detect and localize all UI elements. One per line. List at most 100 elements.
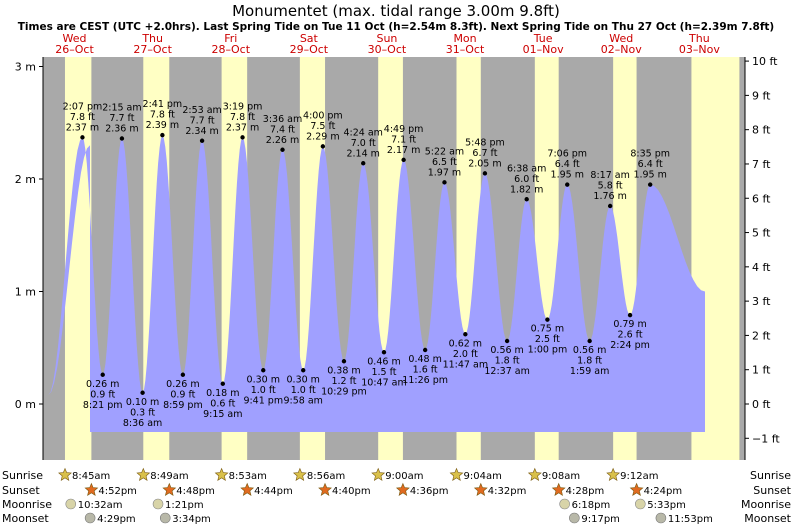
high-tide-label: 7.7 ft: [190, 115, 215, 126]
right-tick-label: −1 ft: [752, 432, 780, 445]
high-tide-label: 6:38 am: [507, 163, 546, 174]
right-tick-label: 9 ft: [752, 89, 771, 102]
low-tide-label: 0.46 m: [367, 356, 400, 367]
sunrise-icon: [214, 467, 229, 481]
sunset-time: 4:24pm: [644, 486, 683, 497]
moonset-row-label-right: Moonset: [744, 512, 791, 525]
high-tide-point: [361, 161, 366, 166]
high-tide-label: 2.26 m: [266, 135, 299, 146]
tide-curve: [48, 135, 705, 432]
high-tide-label: 6.4 ft: [555, 159, 580, 170]
sunset-time: 4:28pm: [566, 486, 605, 497]
sunset-icon: [162, 482, 177, 496]
day-name: Wed: [63, 32, 87, 45]
right-tick-label: 7 ft: [752, 158, 771, 171]
high-tide-point: [607, 203, 613, 209]
low-tide-label: 9:41 pm: [243, 395, 283, 406]
high-tide-point: [482, 171, 488, 176]
low-tide-point: [545, 317, 550, 322]
low-tide-label: 1:00 pm: [528, 345, 568, 356]
sunrise-time: 8:45am: [72, 471, 110, 482]
sunset-time: 4:52pm: [98, 486, 137, 497]
axes: 0 m 1 m 2 m 3 m −1 ft 0 ft 1 ft 2 ft 3 ft 4 ft 5 f…: [15, 55, 780, 460]
right-tick-label: 6 ft: [752, 192, 771, 205]
sunrise-icon: [606, 467, 621, 481]
right-tick-label: 3 ft: [752, 295, 771, 308]
right-tick-label: 5 ft: [752, 227, 771, 240]
right-tick-label: 10 ft: [752, 55, 778, 68]
sunrise-time: 8:56am: [307, 471, 345, 482]
low-tide-label: 2.0 ft: [453, 349, 478, 360]
low-tide-point: [100, 372, 105, 377]
high-tide-point: [80, 135, 85, 140]
low-tide-point: [381, 350, 387, 355]
left-tick-label: 0 m: [15, 398, 36, 411]
low-tide-label: 1.5 ft: [371, 367, 396, 378]
sunrise-icon: [292, 467, 307, 481]
high-tide-label: 2.37 m: [66, 122, 99, 133]
high-tide-label: 5.8 ft: [598, 181, 623, 192]
sunset-icon: [629, 482, 644, 496]
sunrise-time: 9:04am: [464, 471, 502, 482]
high-tide-label: 2.29 m: [306, 131, 339, 142]
moonset-time: 11:53pm: [668, 514, 713, 525]
low-tide-point: [180, 372, 186, 377]
right-tick-label: 0 ft: [752, 398, 771, 411]
moonrise-icon: [65, 498, 77, 510]
low-tide-label: 0.56 m: [490, 345, 523, 356]
high-tide-point: [160, 132, 165, 138]
high-tide-label: 7.8 ft: [230, 112, 255, 123]
low-tide-label: 0.9 ft: [170, 389, 195, 400]
low-tide-label: 0.9 ft: [90, 389, 115, 400]
left-tick-label: 1 m: [15, 286, 36, 299]
high-tide-label: 6.7 ft: [472, 148, 497, 159]
low-tide-label: 8:59 pm: [163, 400, 203, 411]
high-tide-label: 1.95 m: [633, 170, 666, 181]
high-tide-label: 6.4 ft: [638, 159, 663, 170]
day-date: 02–Nov: [601, 43, 642, 56]
sunrise-time: 9:00am: [385, 471, 423, 482]
moonrise-time: 1:21pm: [165, 500, 204, 511]
high-tide-point: [240, 135, 245, 140]
high-tide-label: 5:22 am: [425, 146, 464, 157]
low-tide-point: [301, 368, 306, 373]
high-tide-point: [442, 180, 447, 185]
day-headers: Wed26–OctThu27–OctFri28–OctSat29–OctSun3…: [55, 32, 720, 56]
day-date: 31–Oct: [446, 43, 485, 56]
high-tide-label: 2.39 m: [146, 120, 179, 131]
high-tide-label: 4:24 am: [343, 127, 382, 138]
high-tide-label: 7.5 ft: [310, 121, 335, 132]
low-tide-label: 1.2 ft: [331, 376, 356, 387]
high-tide-label: 2:41 pm: [143, 99, 183, 110]
high-tide-point: [320, 144, 326, 149]
high-tide-label: 7.4 ft: [270, 124, 295, 135]
high-tide-label: 1.76 m: [593, 191, 626, 202]
sunset-icon: [551, 482, 566, 496]
high-tide-label: 3:36 am: [263, 114, 302, 125]
low-tide-point: [504, 338, 510, 344]
low-tide-label: 0.79 m: [613, 319, 646, 330]
high-tide-label: 2:07 pm: [63, 101, 103, 112]
day-name: Mon: [453, 32, 476, 45]
day-name: Tue: [533, 32, 553, 45]
moonrise-icon: [635, 498, 646, 510]
low-tide-point: [463, 332, 468, 337]
moonrise-row-label-right: Moonrise: [741, 498, 791, 511]
low-tide-label: 10:47 am: [361, 377, 406, 388]
moonrise-time: 6:18pm: [572, 500, 611, 511]
low-tide-label: 12:37 am: [484, 366, 529, 377]
high-tide-label: 7.8 ft: [70, 112, 95, 123]
high-tide-label: 7:06 pm: [547, 149, 587, 160]
high-tide-label: 2.36 m: [105, 124, 138, 135]
high-tide-label: 2.05 m: [468, 158, 501, 169]
low-tide-label: 0.30 m: [287, 374, 320, 385]
moonset-icon: [159, 512, 171, 524]
high-tide-label: 1.97 m: [428, 167, 461, 178]
low-tide-label: 1.0 ft: [291, 385, 316, 396]
high-tide-label: 2.17 m: [387, 145, 420, 156]
low-tide-label: 0.10 m: [126, 397, 159, 408]
left-tick-label: 2 m: [15, 173, 36, 186]
tide-area: [48, 135, 705, 432]
